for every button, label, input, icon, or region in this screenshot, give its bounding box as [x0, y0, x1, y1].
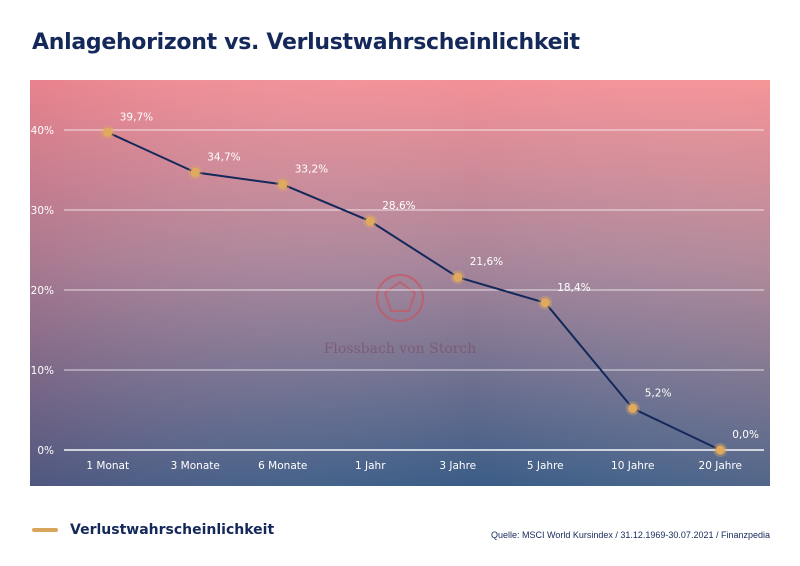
data-label: 33,2% — [295, 163, 328, 175]
watermark-logo-icon — [375, 273, 425, 323]
y-tick-label: 10% — [31, 365, 54, 377]
legend: Verlustwahrscheinlichkeit — [32, 522, 274, 538]
legend-label: Verlustwahrscheinlichkeit — [70, 522, 275, 538]
data-point — [190, 167, 200, 177]
x-tick-label: 20 Jahre — [699, 460, 742, 472]
x-tick-label: 3 Monate — [171, 460, 220, 472]
line-chart: Flossbach von Storch 0% 10% 20% 30% 40% 1 Mo… — [30, 80, 770, 486]
y-tick-label: 0% — [37, 445, 54, 457]
watermark-logo-pentagon-icon — [383, 280, 417, 312]
data-point — [540, 298, 550, 308]
data-label: 21,6% — [470, 256, 503, 268]
data-label: 28,6% — [382, 200, 415, 212]
data-label: 5,2% — [645, 387, 672, 399]
legend-swatch — [32, 528, 58, 532]
data-point — [453, 272, 463, 282]
x-tick-label: 6 Monate — [258, 460, 307, 472]
x-tick-label: 5 Jahre — [527, 460, 564, 472]
x-tick-label: 3 Jahre — [439, 460, 476, 472]
data-point — [715, 445, 725, 455]
y-tick-label: 20% — [31, 285, 54, 297]
data-label: 39,7% — [120, 111, 153, 123]
y-tick-label: 30% — [31, 205, 54, 217]
source-note: Quelle: MSCI World Kursindex / 31.12.196… — [491, 530, 770, 540]
chart-title: Anlagehorizont vs. Verlustwahrscheinlich… — [32, 30, 580, 55]
data-point — [278, 179, 288, 189]
data-point — [628, 403, 638, 413]
watermark: Flossbach von Storch — [324, 273, 477, 357]
series-line — [107, 131, 721, 451]
x-tick-label: 1 Jahr — [355, 460, 386, 472]
watermark-text: Flossbach von Storch — [324, 341, 477, 357]
data-point — [365, 216, 375, 226]
data-label: 0,0% — [732, 429, 759, 441]
data-point — [103, 127, 113, 137]
x-tick-label: 1 Monat — [86, 460, 129, 472]
data-label: 34,7% — [207, 151, 240, 163]
data-label: 18,4% — [557, 282, 590, 294]
x-tick-label: 10 Jahre — [611, 460, 654, 472]
y-tick-label: 40% — [31, 125, 54, 137]
